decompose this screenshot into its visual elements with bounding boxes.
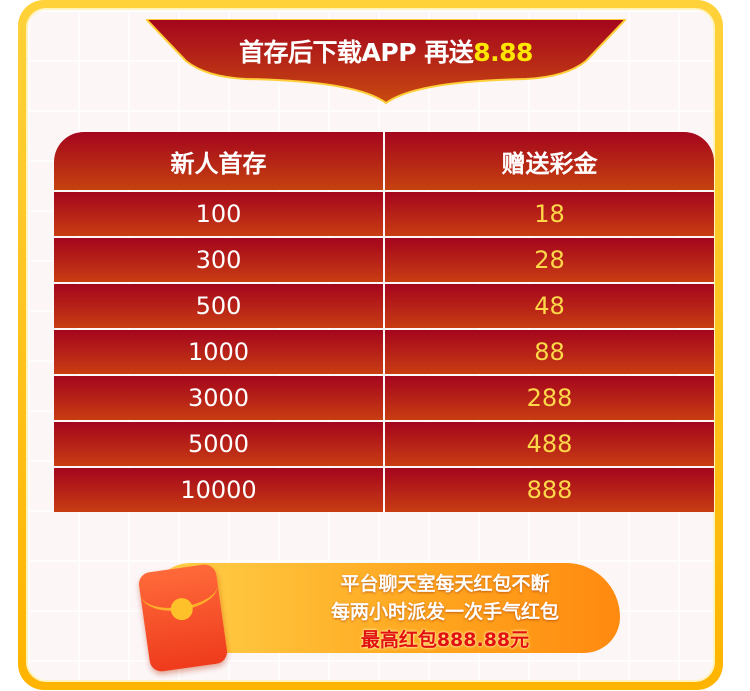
banner-title: 首存后下载APP 再送8.88 (146, 33, 626, 69)
table-row: 1000 88 (54, 330, 714, 374)
deposit-cell: 5000 (54, 422, 383, 466)
table-row: 500 48 (54, 284, 714, 328)
table-row: 5000 488 (54, 422, 714, 466)
deposit-cell: 10000 (54, 468, 383, 512)
header-bonus: 赠送彩金 (385, 132, 714, 190)
bonus-cell: 488 (385, 422, 714, 466)
table-row: 3000 288 (54, 376, 714, 420)
banner-title-text: 首存后下载APP 再送 (239, 38, 474, 67)
bonus-cell: 48 (385, 284, 714, 328)
deposit-cell: 1000 (54, 330, 383, 374)
table-row: 300 28 (54, 238, 714, 282)
header-first-deposit: 新人首存 (54, 132, 383, 190)
promo-line-2: 每两小时派发一次手气红包 (330, 601, 559, 623)
panel: 首存后下载APP 再送8.88 新人首存 赠送彩金 100 18 300 28 500 4… (26, 8, 715, 682)
promo-line-3: 最高红包888.88元 (360, 629, 530, 651)
promo-line-1: 平台聊天室每天红包不断 (340, 573, 550, 595)
promo-pill (150, 563, 620, 653)
chatroom-promo-banner[interactable]: 平台聊天室每天红包不断 每两小时派发一次手气红包 最高红包888.88元 (130, 553, 620, 673)
title-banner: 首存后下载APP 再送8.88 (146, 19, 626, 114)
bonus-cell: 288 (385, 376, 714, 420)
bonus-cell: 28 (385, 238, 714, 282)
deposit-cell: 300 (54, 238, 383, 282)
table-row: 100 18 (54, 192, 714, 236)
table-row: 10000 888 (54, 468, 714, 512)
deposit-cell: 500 (54, 284, 383, 328)
frame: 首存后下载APP 再送8.88 新人首存 赠送彩金 100 18 300 28 500 4… (18, 0, 723, 690)
deposit-cell: 3000 (54, 376, 383, 420)
deposit-cell: 100 (54, 192, 383, 236)
red-envelope-icon (137, 563, 229, 673)
banner-amount: 8.88 (473, 38, 533, 67)
bonus-cell: 18 (385, 192, 714, 236)
bonus-table: 新人首存 赠送彩金 100 18 300 28 500 48 1000 88 3000 288 50… (52, 130, 716, 514)
bonus-cell: 888 (385, 468, 714, 512)
bonus-cell: 88 (385, 330, 714, 374)
